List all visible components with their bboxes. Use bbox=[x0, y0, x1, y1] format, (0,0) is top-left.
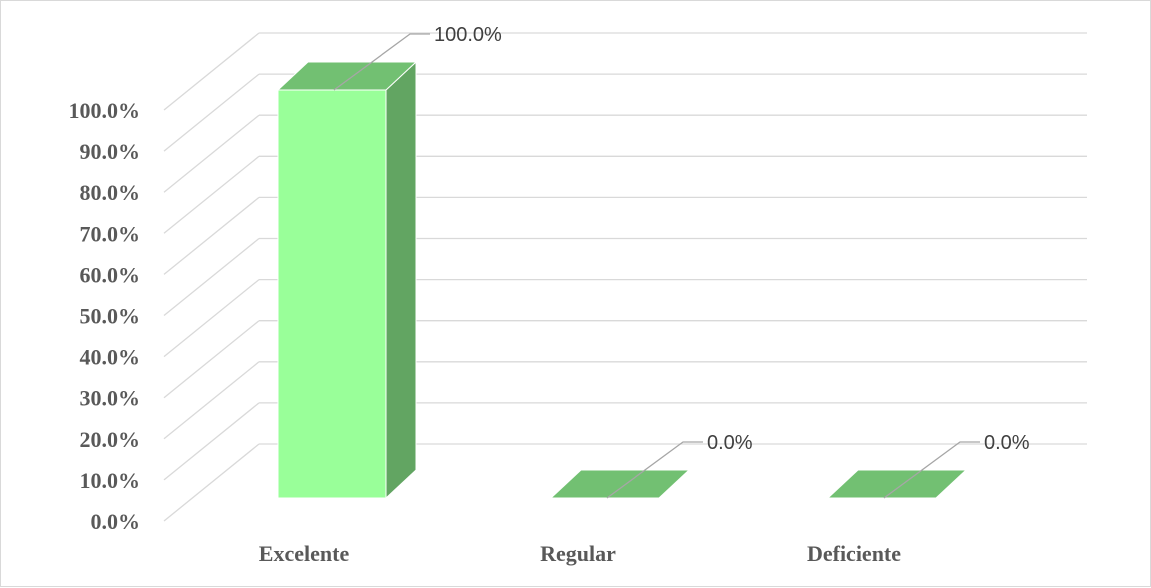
leader-line bbox=[333, 33, 430, 91]
y-tick-label: 10.0% bbox=[80, 468, 141, 493]
y-tick-label: 80.0% bbox=[80, 180, 141, 205]
data-labels: 100.0% 0.0% 0.0% bbox=[333, 24, 1030, 499]
category-label: Regular bbox=[540, 541, 616, 566]
category-label: Deficiente bbox=[807, 541, 901, 566]
bar-side bbox=[385, 60, 417, 500]
gridline-diagonal bbox=[163, 114, 260, 193]
data-label: 100.0% bbox=[434, 24, 502, 46]
gridline-diagonal bbox=[163, 443, 260, 522]
bar-front bbox=[277, 89, 387, 499]
x-axis-categories: Excelente Regular Deficiente bbox=[259, 541, 901, 566]
y-tick-label: 50.0% bbox=[80, 304, 141, 329]
y-axis-ticks: 0.0% 10.0% 20.0% 30.0% 40.0% 50.0% 60.0% 70.0% 8… bbox=[69, 98, 141, 534]
y-tick-label: 30.0% bbox=[80, 386, 141, 411]
gridline-diagonal bbox=[163, 196, 260, 275]
data-label: 0.0% bbox=[984, 432, 1030, 454]
gridline-diagonal bbox=[163, 32, 260, 111]
leader-line bbox=[883, 441, 980, 499]
y-tick-label: 90.0% bbox=[80, 139, 141, 164]
bar-top bbox=[549, 469, 691, 499]
bar-top bbox=[276, 61, 418, 91]
y-tick-label: 60.0% bbox=[80, 262, 141, 287]
gridline-diagonal bbox=[163, 320, 260, 399]
data-label: 0.0% bbox=[707, 432, 753, 454]
gridline-diagonal bbox=[163, 361, 260, 440]
bar-top bbox=[826, 469, 968, 499]
gridline-diagonal bbox=[163, 402, 260, 481]
leader-line bbox=[606, 441, 703, 499]
y-tick-label: 70.0% bbox=[80, 221, 141, 246]
gridline-diagonal bbox=[163, 73, 260, 152]
category-label: Excelente bbox=[259, 541, 350, 566]
bars bbox=[276, 60, 968, 500]
y-tick-label: 40.0% bbox=[80, 345, 141, 370]
gridline-diagonal bbox=[163, 155, 260, 234]
gridline-diagonal bbox=[163, 237, 260, 317]
y-tick-label: 0.0% bbox=[91, 509, 141, 534]
gridline-diagonal bbox=[163, 279, 260, 358]
y-tick-label: 100.0% bbox=[69, 98, 141, 123]
y-tick-label: 20.0% bbox=[80, 427, 141, 452]
